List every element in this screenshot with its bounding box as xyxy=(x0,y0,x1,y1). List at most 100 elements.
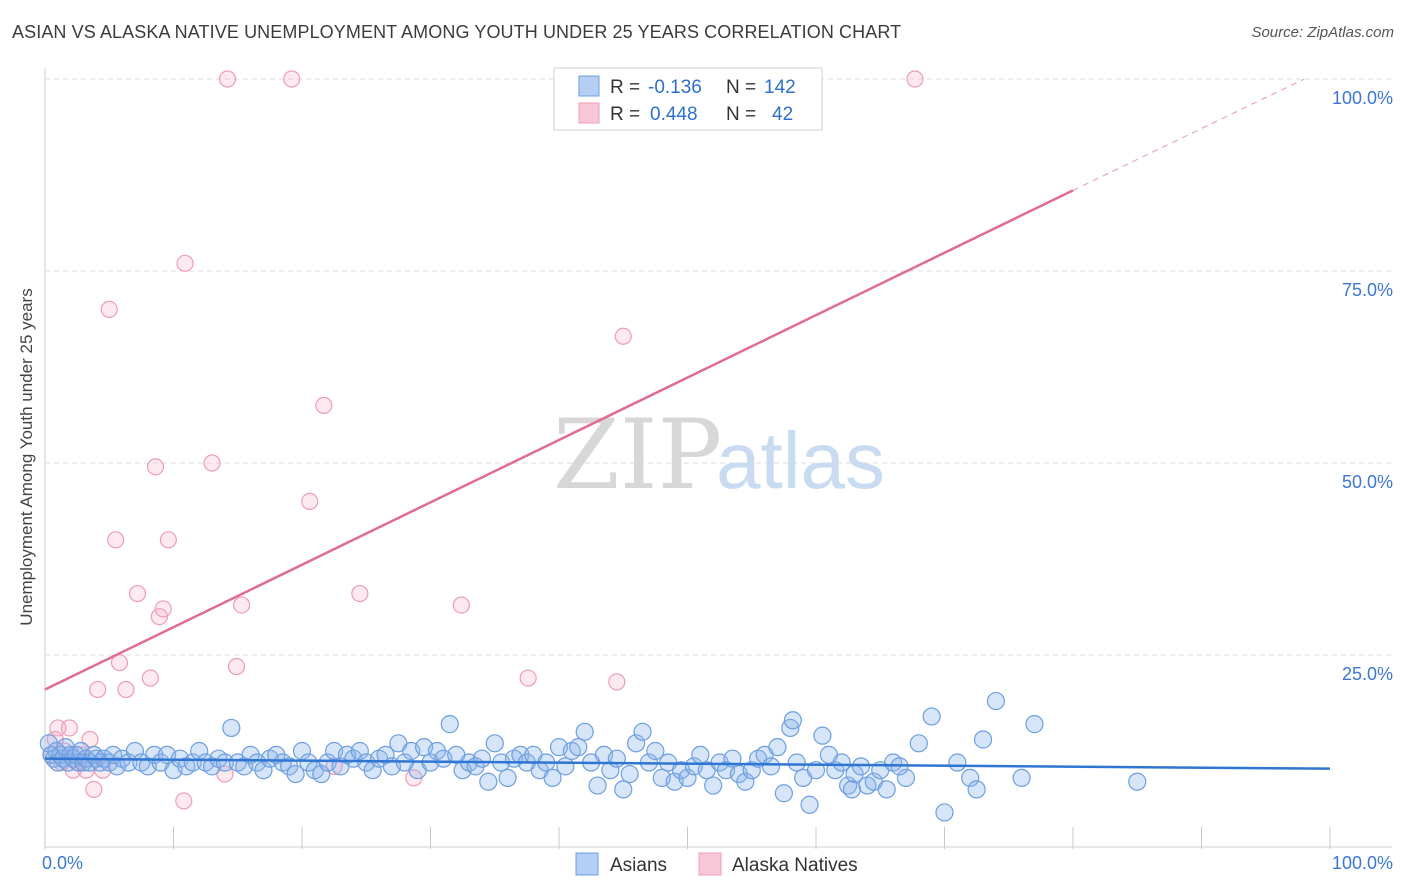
natives-r-value: 0.448 xyxy=(650,104,698,125)
asian-point-84 xyxy=(498,768,517,787)
x-tick-label-max: 100.0% xyxy=(1332,853,1393,873)
asian-point-75 xyxy=(440,715,459,734)
alaska-native-point-29 xyxy=(227,657,246,676)
asian-point-151 xyxy=(973,730,993,749)
asian-point-107 xyxy=(646,741,665,761)
asian-point-159 xyxy=(842,780,862,799)
asian-point-114 xyxy=(691,745,710,764)
watermark: ZIP atlas xyxy=(553,399,885,511)
alaska-native-point-18 xyxy=(128,584,147,603)
asian-point-105 xyxy=(633,722,652,741)
asian-point-104 xyxy=(626,734,646,753)
asian-point-98 xyxy=(588,776,607,795)
alaska-native-point-35 xyxy=(351,584,369,603)
bottom-legend-natives-swatch xyxy=(698,852,722,876)
asian-point-101 xyxy=(607,749,626,768)
natives-r-label: R = xyxy=(610,104,640,125)
asian-point-46 xyxy=(254,761,273,780)
alaska-native-point-15 xyxy=(107,531,125,549)
asian-point-139 xyxy=(851,757,871,776)
asian-point-146 xyxy=(909,734,928,753)
alaska-native-point-22 xyxy=(154,600,172,618)
chart-title: ASIAN VS ALASKA NATIVE UNEMPLOYMENT AMON… xyxy=(12,22,902,42)
series-asians xyxy=(39,691,1147,822)
watermark-atlas: atlas xyxy=(716,416,885,505)
asian-point-51 xyxy=(286,764,305,784)
asian-point-126 xyxy=(768,738,787,757)
alaska-native-point-24 xyxy=(175,792,193,810)
asian-point-100 xyxy=(601,761,620,780)
alaska-native-point-25 xyxy=(176,254,194,272)
natives-n-label: N = xyxy=(726,104,756,125)
alaska-native-point-40 xyxy=(614,327,632,345)
y-tick-label-100: 100.0% xyxy=(1332,88,1393,108)
asian-point-122 xyxy=(742,761,761,780)
alaska-native-point-32 xyxy=(301,492,319,510)
y-tick-label-75: 75.0% xyxy=(1342,280,1393,300)
asian-point-40 xyxy=(215,753,234,772)
asians-trend-line xyxy=(44,757,1331,770)
alaska-native-point-19 xyxy=(141,669,159,687)
asian-point-61 xyxy=(350,741,369,761)
natives-trend-line xyxy=(44,189,1074,691)
asian-point-149 xyxy=(948,753,967,772)
asian-point-96 xyxy=(575,722,594,741)
asians-r-label: R = xyxy=(610,77,640,98)
alaska-native-point-20 xyxy=(146,458,165,476)
asians-n-label: N = xyxy=(726,77,756,98)
asian-point-102 xyxy=(614,780,633,799)
asian-point-93 xyxy=(556,757,575,776)
asians-r-value: -0.136 xyxy=(648,77,702,98)
asian-point-81 xyxy=(479,772,498,791)
asian-point-155 xyxy=(967,780,986,799)
asian-point-145 xyxy=(896,768,916,787)
asian-point-35 xyxy=(183,753,202,772)
alaska-native-point-39 xyxy=(608,673,626,691)
asian-point-150 xyxy=(961,768,980,787)
watermark-zip: ZIP xyxy=(553,399,722,511)
asian-point-95 xyxy=(569,738,588,757)
asian-point-82 xyxy=(485,734,504,753)
asian-point-91 xyxy=(543,768,562,787)
bottom-legend-asians-swatch xyxy=(575,852,599,876)
alaska-native-point-38 xyxy=(519,669,537,687)
asian-point-131 xyxy=(800,795,819,814)
asian-point-133 xyxy=(813,726,832,745)
axes: 25.0% 50.0% 75.0% 100.0% 0.0% 100.0% xyxy=(42,68,1393,873)
asian-point-129 xyxy=(787,753,806,772)
asian-point-65 xyxy=(376,745,395,764)
bottom-legend: Asians Alaska Natives xyxy=(575,852,858,876)
asian-point-148 xyxy=(935,803,954,822)
series-alaska-natives xyxy=(42,70,924,810)
natives-n-value: 42 xyxy=(772,104,793,125)
stats-legend: R = -0.136 N = 142 R = 0.448 N = 42 xyxy=(553,67,823,131)
asian-point-147 xyxy=(922,707,941,726)
asian-point-136 xyxy=(832,753,851,772)
alaska-native-point-14 xyxy=(100,300,118,318)
asian-point-112 xyxy=(678,768,697,787)
natives-trend-extension xyxy=(1072,78,1305,191)
bottom-legend-natives-label: Alaska Natives xyxy=(732,855,858,876)
y-tick-label-25: 25.0% xyxy=(1342,664,1393,684)
x-tick-label-min: 0.0% xyxy=(42,853,83,873)
alaska-native-point-5 xyxy=(60,719,79,737)
asian-point-158 xyxy=(783,711,802,730)
asian-point-80 xyxy=(472,749,491,768)
y-tick-label-50: 50.0% xyxy=(1342,472,1393,492)
asian-point-143 xyxy=(877,780,896,799)
alaska-native-point-23 xyxy=(159,531,177,549)
asian-point-55 xyxy=(312,764,331,784)
asian-point-152 xyxy=(1012,768,1031,787)
bottom-legend-asians-label: Asians xyxy=(610,855,667,876)
asian-point-41 xyxy=(222,718,241,738)
alaska-native-point-33 xyxy=(315,396,333,414)
trend-lines xyxy=(44,78,1331,770)
asians-n-value: 142 xyxy=(764,77,796,98)
alaska-native-point-26 xyxy=(203,454,221,472)
asian-point-125 xyxy=(761,757,781,776)
alaska-native-point-31 xyxy=(283,70,301,88)
alaska-native-point-11 xyxy=(85,780,103,799)
alaska-native-point-30 xyxy=(233,596,251,614)
alaska-native-point-41 xyxy=(906,70,924,88)
